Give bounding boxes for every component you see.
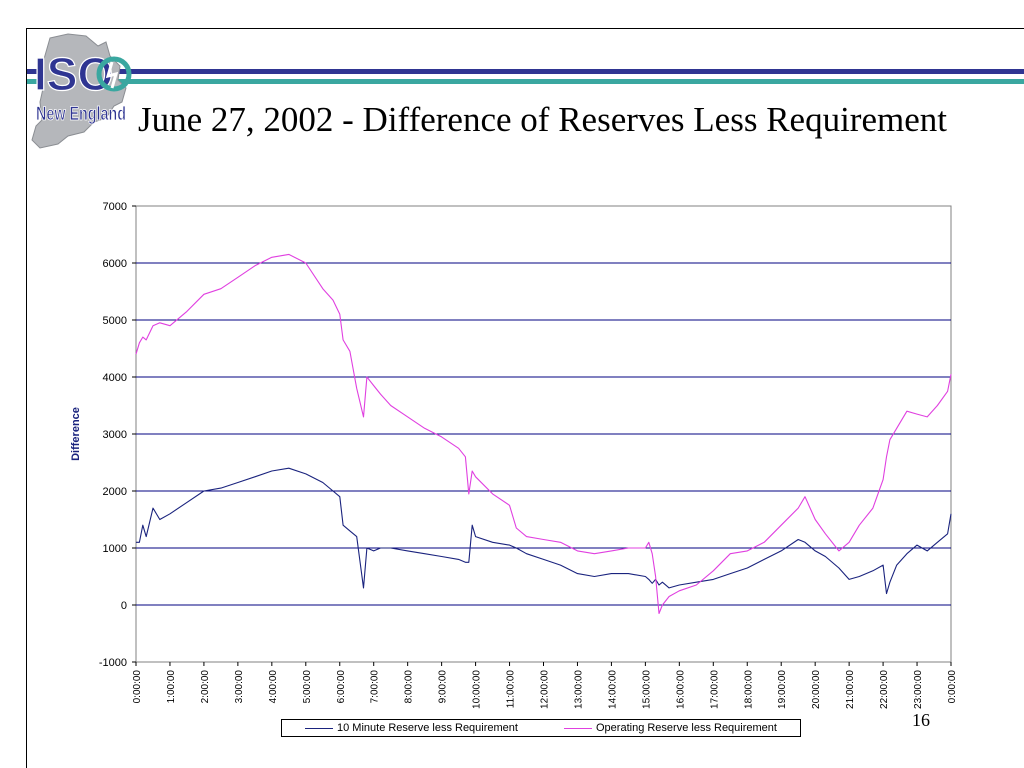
x-tick-label: 20:00:00	[811, 670, 822, 709]
x-tick-label: 3:00:00	[234, 670, 245, 704]
slide-title: June 27, 2002 - Difference of Reserves L…	[138, 100, 947, 139]
series-line-0	[136, 467, 952, 595]
x-tick-label: 13:00:00	[573, 670, 584, 709]
x-tick-label: 11:00:00	[506, 670, 517, 709]
x-tick-label: 18:00:00	[743, 670, 754, 709]
chart-legend: 10 Minute Reserve less Requirement Opera…	[281, 719, 801, 737]
y-tick-label: 2000	[103, 486, 127, 498]
legend-swatch-operating	[564, 727, 592, 729]
header-band-teal	[27, 79, 1024, 84]
x-tick-label: 21:00:00	[845, 670, 856, 709]
legend-label-operating: Operating Reserve less Requirement	[596, 722, 777, 734]
x-tick-label: 23:00:00	[913, 670, 924, 709]
y-tick-label: 7000	[103, 201, 127, 213]
x-tick-label: 22:00:00	[879, 670, 890, 709]
x-tick-label: 19:00:00	[777, 670, 788, 709]
x-tick-label: 8:00:00	[404, 670, 415, 704]
y-tick-label: -1000	[99, 657, 127, 669]
legend-item-10min: 10 Minute Reserve less Requirement	[305, 722, 518, 734]
x-tick-label: 0:00:00	[132, 670, 143, 704]
series-line-1	[135, 253, 952, 615]
x-tick-label: 9:00:00	[438, 670, 449, 704]
logo-graphic: ISO New England	[31, 33, 132, 149]
x-tick-label: 4:00:00	[268, 670, 279, 704]
slide-frame	[26, 28, 1024, 768]
y-tick-label: 5000	[103, 315, 127, 327]
y-tick-label: 0	[121, 600, 127, 612]
x-tick-label: 17:00:00	[709, 670, 720, 709]
x-tick-label: 12:00:00	[540, 670, 551, 709]
x-tick-label: 0:00:00	[947, 670, 958, 704]
x-tick-label: 14:00:00	[607, 670, 618, 709]
legend-swatch-10min	[305, 727, 333, 729]
header-band-navy	[27, 69, 1024, 74]
x-tick-label: 10:00:00	[472, 670, 483, 709]
x-tick-label: 5:00:00	[302, 670, 313, 704]
slide-number: 16	[912, 710, 930, 730]
legend-item-operating: Operating Reserve less Requirement	[564, 722, 777, 734]
x-tick-label: 1:00:00	[166, 670, 177, 704]
y-tick-label: 3000	[103, 429, 127, 441]
y-axis-label: Difference	[70, 407, 82, 461]
iso-new-england-logo: ISO New England	[28, 32, 132, 150]
y-tick-label: 1000	[103, 543, 127, 555]
x-tick-label: 6:00:00	[336, 670, 347, 704]
y-tick-label: 4000	[103, 372, 127, 384]
x-tick-label: 16:00:00	[675, 670, 686, 709]
y-tick-label: 6000	[103, 258, 127, 270]
x-tick-label: 7:00:00	[370, 670, 381, 704]
legend-label-10min: 10 Minute Reserve less Requirement	[337, 722, 518, 734]
x-tick-label: 15:00:00	[641, 670, 652, 709]
x-tick-label: 2:00:00	[200, 670, 211, 704]
svg-text:New England: New England	[36, 104, 126, 125]
